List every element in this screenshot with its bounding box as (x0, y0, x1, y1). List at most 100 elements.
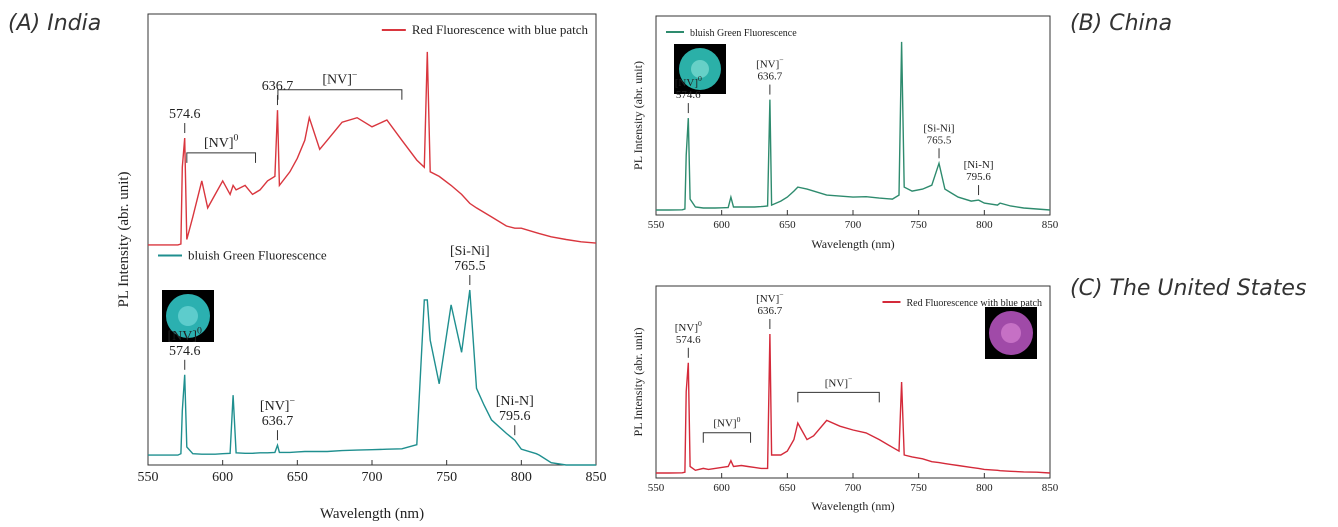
x-tick-label: 700 (845, 482, 862, 494)
panel-title: (B) China (1070, 11, 1172, 36)
inset-a (162, 290, 214, 342)
annotation-name: [NV] (756, 293, 779, 305)
annotation-label: [NV]0 (713, 415, 740, 430)
annotation-charge: − (779, 56, 783, 65)
panel: (B) China 550 600 650 700 750 800 850 Wavelength… (631, 11, 1172, 251)
spectrum-line (148, 289, 596, 466)
bracket (186, 152, 257, 163)
spectrum-line (148, 51, 597, 246)
annotation-wavelength: 765.5 (454, 259, 486, 274)
annotation-wavelength: 795.6 (499, 409, 531, 424)
annotation-label: [NV]0 (675, 319, 702, 334)
legend-entry: bluish Green Fluorescence (666, 28, 797, 39)
annotation-label: [Ni-N] (964, 159, 994, 171)
annotation-name: [NV] (168, 329, 198, 344)
annotation-label: [Si-Ni] (923, 122, 954, 134)
annotation-name: [Si-Ni] (450, 244, 490, 259)
y-axis-label: PL Intensity (abr. unit) (631, 328, 645, 437)
annotation-name: [NV] (825, 377, 848, 389)
x-tick-label: 550 (138, 470, 159, 485)
annotation-label: [NV]− (825, 374, 853, 389)
annotation-name: [NV] (322, 73, 352, 88)
spectrum-line (656, 41, 1051, 211)
bracket (797, 391, 880, 403)
annotation-name: [NV] (260, 399, 290, 414)
annotation-wavelength: 574.6 (676, 89, 701, 101)
annotation-label: [NV]0 (675, 74, 702, 89)
annotation-label: [NV]− (322, 69, 358, 87)
annotation-charge: 0 (197, 326, 202, 337)
annotation-label: [Ni-N] (496, 394, 534, 409)
x-tick-label: 700 (845, 219, 862, 231)
x-axis-label: Wavelength (nm) (811, 237, 894, 251)
annotation-label: [NV]− (260, 396, 296, 414)
annotation-charge: 0 (233, 133, 238, 144)
panel: (C) The United States 550 600 650 700 750 800 8… (631, 276, 1306, 513)
inset-b (674, 44, 726, 94)
x-tick-label: 600 (713, 482, 730, 494)
annotation-name: [NV] (756, 59, 779, 71)
annotation-charge: − (848, 374, 852, 383)
x-tick-label: 800 (976, 482, 993, 494)
annotation-label: [NV]− (756, 56, 784, 71)
annotation-wavelength: 574.6 (676, 334, 701, 346)
x-tick-label: 650 (287, 470, 308, 485)
x-tick-label: 850 (1042, 482, 1059, 494)
legend-label: bluish Green Fluorescence (690, 28, 797, 39)
annotation-wavelength: 636.7 (757, 305, 782, 317)
annotation-wavelength: 765.5 (927, 134, 952, 146)
annotation-charge: 0 (737, 415, 741, 424)
legend-entry: Red Fluorescence with blue patch (882, 298, 1042, 309)
annotation-label: [NV]0 (168, 326, 203, 344)
annotation-name: [NV] (675, 77, 698, 89)
annotation-wavelength: 636.7 (262, 414, 294, 429)
annotation-wavelength: 636.7 (757, 71, 782, 83)
x-tick-label: 700 (362, 470, 383, 485)
annotation-charge: − (779, 290, 783, 299)
gem-facet (691, 60, 709, 78)
annotation-name: [Ni-N] (496, 394, 534, 409)
bracket (702, 432, 752, 443)
annotation-wavelength: 795.6 (966, 171, 991, 183)
annotation-name: [Si-Ni] (923, 122, 954, 134)
x-axis-label: Wavelength (nm) (811, 499, 894, 513)
y-axis-label: PL Intensity (abr. unit) (631, 61, 645, 170)
annotation-charge: − (289, 396, 295, 407)
panel-title: (A) India (8, 11, 101, 36)
annotation-wavelength: 636.7 (262, 79, 294, 94)
panel: (A) India 550 600 650 700 750 800 850 Wavelength… (8, 11, 607, 522)
x-tick-label: 550 (648, 482, 665, 494)
spectrum-line (656, 333, 1051, 474)
annotation-wavelength: 574.6 (169, 107, 201, 122)
x-tick-label: 850 (586, 470, 607, 485)
legend-entry: Red Fluorescence with blue patch (381, 22, 588, 37)
x-tick-label: 650 (779, 219, 796, 231)
panel-title: (C) The United States (1070, 276, 1306, 301)
legend-label: Red Fluorescence with blue patch (906, 298, 1042, 309)
x-tick-label: 800 (976, 219, 993, 231)
legend-label: bluish Green Fluorescence (188, 248, 327, 263)
annotation-name: [NV] (713, 418, 736, 430)
x-tick-label: 750 (436, 470, 457, 485)
y-axis-label: PL Intensity (abr. unit) (116, 171, 132, 307)
gem-facet (1001, 323, 1021, 343)
x-tick-label: 800 (511, 470, 532, 485)
bracket (277, 89, 403, 100)
annotation-wavelength: 574.6 (169, 344, 201, 359)
annotation-name: [NV] (204, 136, 234, 151)
x-tick-label: 850 (1042, 219, 1059, 231)
inset-c (985, 307, 1037, 359)
x-tick-label: 600 (212, 470, 233, 485)
x-tick-label: 650 (779, 482, 796, 494)
gem-facet (178, 306, 198, 326)
x-axis-label: Wavelength (nm) (320, 506, 424, 522)
annotation-charge: 0 (698, 319, 702, 328)
annotation-charge: − (352, 69, 358, 80)
annotation-charge: 0 (698, 74, 702, 83)
annotation-name: [Ni-N] (964, 159, 994, 171)
x-tick-label: 550 (648, 219, 665, 231)
x-tick-label: 750 (910, 219, 927, 231)
x-tick-label: 750 (910, 482, 927, 494)
